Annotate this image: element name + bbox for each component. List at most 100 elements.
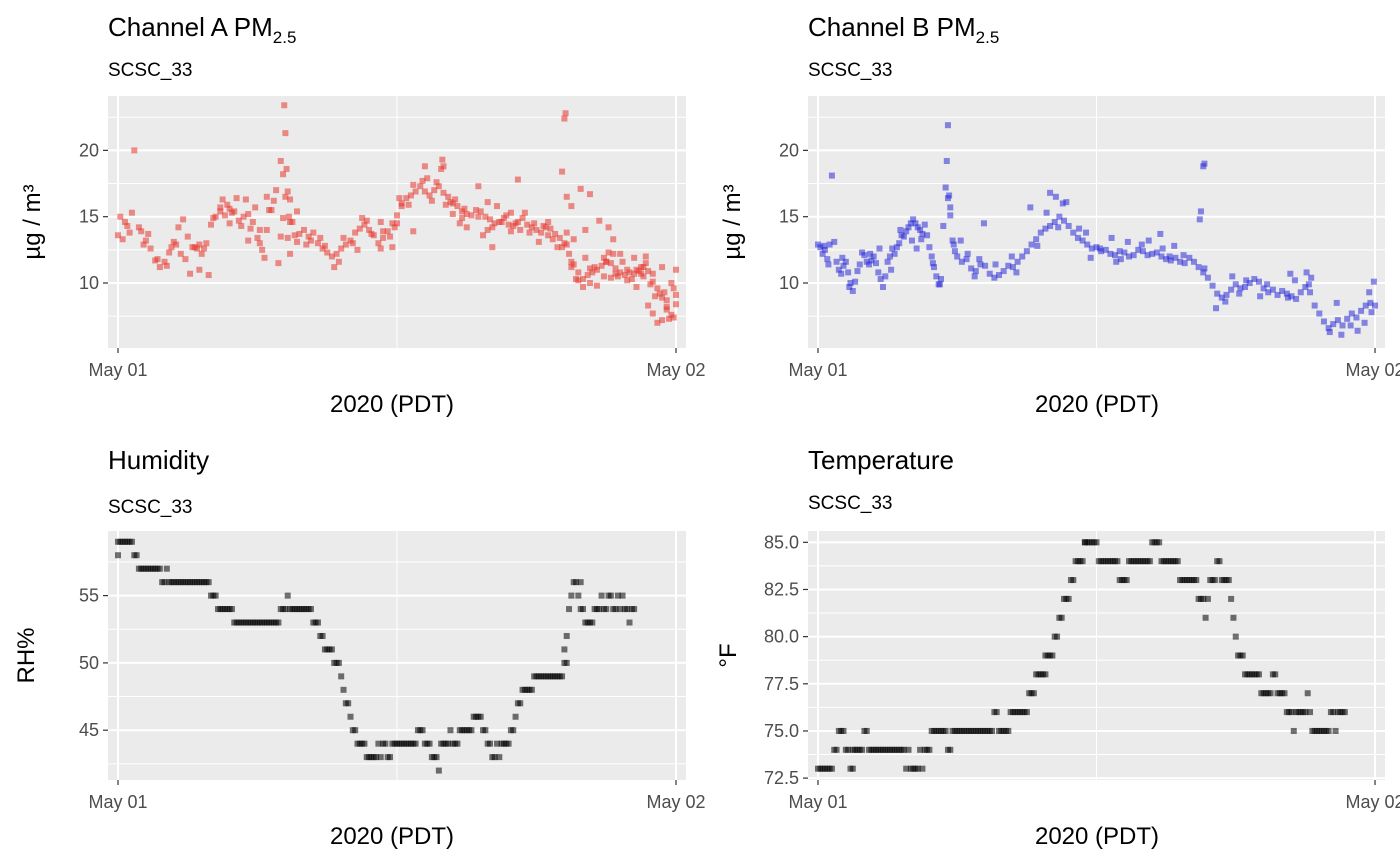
data-point <box>942 184 949 191</box>
data-point <box>491 754 498 761</box>
data-point <box>445 740 452 747</box>
data-point <box>1325 727 1332 734</box>
data-point <box>1320 318 1327 325</box>
data-point <box>980 220 987 227</box>
data-point <box>971 273 978 280</box>
data-point <box>1076 225 1083 232</box>
data-point <box>1093 539 1100 546</box>
data-point <box>673 291 680 298</box>
data-point <box>514 176 521 183</box>
data-point <box>366 226 373 233</box>
data-point <box>1112 252 1119 259</box>
data-point <box>540 222 547 229</box>
data-point <box>380 228 387 235</box>
data-point <box>280 215 287 222</box>
data-point <box>1358 307 1365 314</box>
data-point <box>582 254 589 261</box>
data-point <box>289 219 296 225</box>
y-axis-title: µg / m³ <box>719 184 746 259</box>
data-point <box>642 253 649 260</box>
data-point <box>876 245 883 252</box>
x-axis-title: 2020 (PDT) <box>330 823 454 850</box>
data-point <box>1093 244 1100 251</box>
data-point <box>119 236 126 243</box>
data-point <box>1333 299 1340 306</box>
data-point <box>849 765 856 772</box>
data-point <box>821 246 828 253</box>
data-point <box>663 306 670 313</box>
data-point <box>947 204 954 211</box>
data-point <box>1232 633 1239 640</box>
data-point <box>252 204 259 211</box>
data-point <box>521 209 528 216</box>
data-point <box>377 754 384 761</box>
data-point <box>163 262 170 269</box>
data-point <box>1230 614 1237 621</box>
data-points <box>114 538 638 774</box>
data-point <box>908 237 915 244</box>
data-point <box>884 258 891 265</box>
data-point <box>1305 281 1312 288</box>
data-point <box>1325 325 1332 332</box>
data-point <box>284 188 291 195</box>
data-point <box>598 592 605 599</box>
data-point <box>333 250 340 257</box>
data-point <box>1348 310 1355 317</box>
data-point <box>1311 302 1318 309</box>
data-point <box>619 592 626 599</box>
data-point <box>1061 217 1068 224</box>
data-point <box>982 262 989 269</box>
data-point <box>842 258 849 265</box>
data-point <box>387 754 394 761</box>
data-point <box>317 234 324 241</box>
data-point <box>1153 249 1160 256</box>
data-point <box>285 213 292 220</box>
data-point <box>493 740 500 747</box>
data-point <box>114 232 121 239</box>
data-point <box>342 241 349 248</box>
data-point <box>1144 252 1151 259</box>
data-point <box>1084 241 1091 248</box>
data-point <box>526 229 533 236</box>
data-point <box>835 266 842 273</box>
data-point <box>1190 258 1197 265</box>
data-point <box>417 183 424 190</box>
data-point <box>1307 289 1314 296</box>
data-point <box>166 249 173 256</box>
data-point <box>1338 331 1345 338</box>
data-point <box>124 222 131 229</box>
chart-panel-2: 10 15 20 May 01 May 02 Channel B PM2.5 SCSC_33… <box>719 12 1400 418</box>
data-point <box>942 727 949 734</box>
data-point <box>335 659 342 666</box>
data-point <box>856 261 863 268</box>
data-point <box>563 229 570 236</box>
data-point <box>419 177 426 184</box>
data-point <box>1107 250 1114 257</box>
data-point <box>996 272 1003 279</box>
data-point <box>924 232 931 239</box>
data-point <box>1108 234 1115 241</box>
data-point <box>459 215 466 222</box>
data-point <box>1370 278 1377 285</box>
data-point <box>226 205 233 212</box>
data-point <box>647 281 654 288</box>
x-tick-label: May 02 <box>646 792 705 812</box>
chart-panel-4: 72.5 75.0 77.5 80.0 82.5 85.0 May 01 May 02 Temp… <box>715 445 1400 850</box>
data-point <box>142 237 149 244</box>
data-point <box>666 315 673 322</box>
data-point <box>394 220 400 227</box>
data-point <box>566 250 573 257</box>
data-point <box>852 278 859 285</box>
data-point <box>831 238 838 245</box>
data-point <box>191 244 198 251</box>
data-point <box>951 248 958 255</box>
data-point <box>281 102 288 109</box>
data-point <box>563 632 570 639</box>
data-point <box>589 619 596 626</box>
data-point <box>582 226 589 233</box>
data-point <box>986 270 993 277</box>
data-point <box>412 740 419 747</box>
data-point <box>1334 317 1341 324</box>
x-tick-label: May 02 <box>1346 792 1400 812</box>
